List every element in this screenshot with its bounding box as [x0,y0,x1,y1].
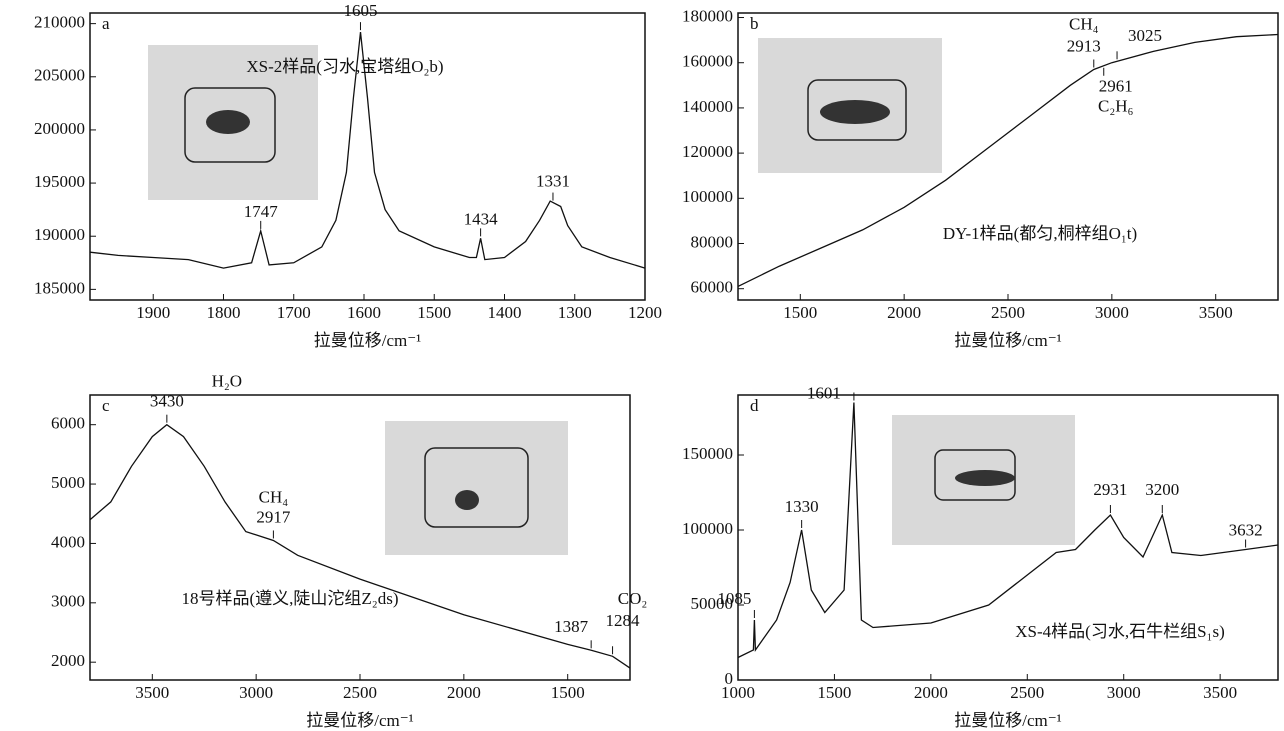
panel-letter: d [750,396,759,415]
peak-label: 2961 [1099,77,1133,96]
x-tick-label: 1500 [417,303,451,322]
x-tick-label: 3500 [1199,303,1233,322]
y-tick-label: 5000 [51,473,85,492]
x-axis-label: 拉曼位移/cm⁻¹ [954,331,1062,350]
y-tick-label: 210000 [34,13,85,32]
figure: 1900 1800 1700 1600 1500 1400 1300 1200 185000 19… [0,0,1284,731]
species-label: CO₂ [618,589,648,608]
inset-object [820,100,890,124]
y-tick-label: 120000 [682,142,733,161]
panel-letter: a [102,14,110,33]
inset-photo [385,421,568,555]
peak-label: 2917 [256,507,291,526]
y-tick-label: 80000 [691,232,734,251]
x-tick-label: 1500 [817,683,851,702]
x-axis-label: 拉曼位移/cm⁻¹ [314,331,422,350]
x-axis-label: 拉曼位移/cm⁻¹ [954,711,1062,730]
y-tick-label: 140000 [682,97,733,116]
peak-label: 1601 [807,383,841,402]
y-tick-label: 200000 [34,119,85,138]
y-tick-label: 2000 [51,651,85,670]
x-tick-label: 2500 [1010,683,1044,702]
species-label: CH₄ [1069,14,1099,33]
y-tick-label: 190000 [34,225,85,244]
y-tick-label: 4000 [51,532,85,551]
y-tick-label: 160000 [682,52,733,71]
x-axis-label: 拉曼位移/cm⁻¹ [306,711,414,730]
x-tick-label: 1600 [347,303,381,322]
x-tick-label: 1800 [206,303,240,322]
peak-label: 1284 [606,611,641,630]
peak-label: 1330 [785,497,819,516]
y-tick-label: 100000 [682,187,733,206]
panel-letter: c [102,396,110,415]
x-tick-label: 2000 [887,303,921,322]
peak-label: 3025 [1128,26,1162,45]
y-tick-label: 0 [725,669,734,688]
x-tick-label: 1900 [136,303,170,322]
peak-label: 3200 [1145,480,1179,499]
y-tick-label: 150000 [682,444,733,463]
peak-label: 1434 [464,209,499,228]
x-tick-label: 3500 [135,683,169,702]
y-tick-label: 185000 [34,278,85,297]
peak-label: 1387 [554,617,589,636]
y-tick-label: 60000 [691,278,734,297]
x-tick-label: 2000 [447,683,481,702]
inset-object [455,490,479,510]
y-tick-label: 100000 [682,519,733,538]
sample-label: 18号样品(遵义,陡山沱组Z₂ds) [182,589,399,608]
y-tick-label: 3000 [51,592,85,611]
sample-label: XS-4样品(习水,石牛栏组S₁s) [1015,622,1224,641]
x-tick-label: 1700 [277,303,311,322]
y-tick-label: 180000 [682,6,733,25]
x-tick-label: 2500 [991,303,1025,322]
species-label: CH₄ [259,487,289,506]
panel-letter: b [750,14,759,33]
peak-label: 1747 [244,202,279,221]
x-tick-label: 3500 [1203,683,1237,702]
x-tick-label: 3000 [1095,303,1129,322]
inset-object [206,110,250,134]
x-tick-label: 3000 [239,683,273,702]
peak-label: 1605 [343,1,377,20]
peak-label: 2913 [1067,36,1101,55]
inset-object [955,470,1015,486]
peak-label: 1331 [536,171,570,190]
peak-label: 3430 [150,392,184,411]
x-tick-label: 2500 [343,683,377,702]
y-tick-label: 6000 [51,414,85,433]
x-tick-label: 2000 [914,683,948,702]
sample-label: XS-2样品(习水,宝塔组O₂b) [246,57,443,76]
species-label: C₂H₆ [1098,97,1134,116]
y-tick-label: 195000 [34,172,85,191]
species-label: H₂O [212,372,242,391]
peak-label: 1085 [717,589,751,608]
x-tick-label: 3000 [1107,683,1141,702]
y-tick-label: 205000 [34,66,85,85]
peak-label: 3632 [1229,520,1263,539]
x-tick-label: 1400 [487,303,521,322]
insets [148,38,1075,555]
x-tick-label: 1200 [628,303,662,322]
sample-label: DY-1样品(都匀,桐梓组O₁t) [943,224,1137,243]
x-tick-label: 1300 [558,303,592,322]
peak-label: 2931 [1093,480,1127,499]
x-tick-label: 1500 [551,683,585,702]
x-tick-label: 1500 [783,303,817,322]
